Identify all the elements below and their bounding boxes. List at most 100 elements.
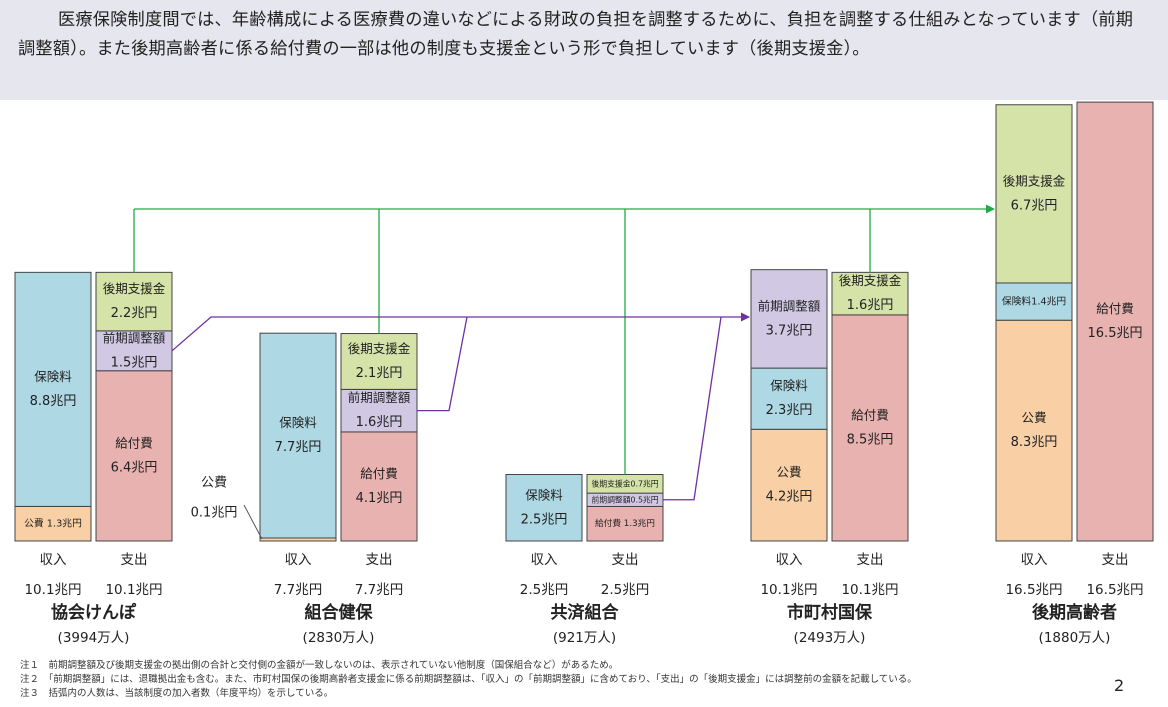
segment-value-label: 4.1兆円 <box>356 491 403 506</box>
income-column-label: 収入 <box>776 552 804 568</box>
bar-segment <box>750 367 828 430</box>
system-name: 市町村国保 <box>787 602 873 623</box>
bar-segment <box>14 271 92 507</box>
bar-segment <box>831 314 909 542</box>
segment-label: 前期調整額 <box>758 298 821 313</box>
segment-value-label: 1.6兆円 <box>356 415 403 430</box>
bar-segment <box>95 370 173 542</box>
member-count: (2830万人) <box>303 630 375 646</box>
income-total: 2.5兆円 <box>520 582 568 598</box>
expense-total: 7.7兆円 <box>355 582 403 598</box>
bar-segment <box>995 319 1073 542</box>
callout-label: 公費 <box>201 476 227 491</box>
member-count: (3994万人) <box>58 630 130 646</box>
flows-layer <box>133 204 995 540</box>
segment-label: 給付費 <box>851 407 889 422</box>
adjustment-flow-branch <box>663 316 722 501</box>
header-description: 医療保険制度間では、年齢構成による医療費の違いなどによる財政の負担を調整するため… <box>18 10 1134 59</box>
adjustment-flow-arrowhead <box>741 312 750 322</box>
bar-segment <box>995 282 1073 321</box>
income-column-label: 収入 <box>285 552 312 568</box>
segment-label: 給付費 1.3兆円 <box>595 517 655 529</box>
income-column-label: 収入 <box>40 552 67 568</box>
segment-label: 保険料 <box>770 378 808 393</box>
support-flow-arrowhead <box>986 204 995 214</box>
segment-value-label: 6.4兆円 <box>111 460 158 475</box>
segment-label: 公費 1.3兆円 <box>24 517 82 530</box>
adjustment-flow-branch <box>417 316 468 412</box>
system-name: 組合健保 <box>305 602 374 623</box>
income-column-label: 収入 <box>531 552 559 568</box>
segment-label: 前期調整額0.5兆円 <box>591 494 658 504</box>
bar-segment <box>340 431 418 542</box>
page-number: 2 <box>1114 676 1125 695</box>
segment-value-label: 2.1兆円 <box>356 366 403 381</box>
member-count: (2493万人) <box>794 630 866 646</box>
segment-value-label: 7.7兆円 <box>275 440 322 455</box>
segment-label: 公費 <box>1021 410 1046 425</box>
callout-value-label: 0.1兆円 <box>191 506 238 521</box>
segment-value-label: 4.2兆円 <box>766 490 813 505</box>
bar-segment <box>586 505 664 542</box>
segment-value-label: 2.3兆円 <box>766 403 813 418</box>
bar-segment <box>95 330 173 372</box>
footnote: 注１ 前期調整額及び後期支援金の拠出側の合計と交付側の金額が一致しないのは、表示… <box>20 660 619 671</box>
segment-label: 給付費 <box>115 435 153 450</box>
bar-segment <box>259 332 337 539</box>
header-band: 医療保険制度間では、年齢構成による医療費の違いなどによる財政の負担を調整するため… <box>0 0 1168 100</box>
income-total: 10.1兆円 <box>24 582 81 598</box>
segment-label: 前期調整額 <box>103 330 166 345</box>
segment-value-label: 8.5兆円 <box>847 432 894 447</box>
bar-segment <box>995 104 1073 284</box>
segment-label: 保険料1.4兆円 <box>1002 295 1066 308</box>
segment-label: 後期支援金 <box>103 281 166 296</box>
expense-total: 10.1兆円 <box>841 582 898 598</box>
segment-value-label: 2.5兆円 <box>521 512 568 527</box>
bar-segment <box>750 428 828 542</box>
segment-value-label: 8.3兆円 <box>1011 435 1058 450</box>
system-name: 後期高齢者 <box>1032 602 1117 623</box>
bar-segment <box>1076 101 1154 542</box>
segment-label: 後期支援金0.7兆円 <box>591 478 658 488</box>
segment-value-label: 1.6兆円 <box>847 298 894 313</box>
segment-label: 後期支援金 <box>348 341 411 356</box>
segment-value-label: 16.5兆円 <box>1088 326 1143 341</box>
income-total: 16.5兆円 <box>1005 582 1062 598</box>
labels-layer: 公費 1.3兆円保険料8.8兆円給付費6.4兆円前期調整額1.5兆円後期支援金2… <box>24 173 1143 646</box>
bar-segment <box>831 271 909 316</box>
income-total: 10.1兆円 <box>760 582 817 598</box>
segment-label: 後期支援金 <box>1003 173 1066 188</box>
segment-label: 前期調整額 <box>348 390 411 405</box>
footnote: 注３ 括弧内の人数は、当該制度の加入者数（年度平均）を示している。 <box>20 688 334 699</box>
segment-value-label: 2.2兆円 <box>111 306 158 321</box>
footnote: 注２ 「前期調整額」には、退職拠出金も含む。また、市町村国保の後期高齢者支援金に… <box>20 674 917 685</box>
segment-label: 保険料 <box>279 415 317 430</box>
financial-adjustment-chart: 公費 1.3兆円保険料8.8兆円給付費6.4兆円前期調整額1.5兆円後期支援金2… <box>14 101 1154 646</box>
segment-value-label: 8.8兆円 <box>30 394 77 409</box>
expense-column-label: 支出 <box>366 552 393 568</box>
bars-layer <box>14 101 1154 542</box>
segment-label: 公費 <box>776 465 801 480</box>
expense-total: 10.1兆円 <box>105 582 162 598</box>
footnotes: 注１ 前期調整額及び後期支援金の拠出側の合計と交付側の金額が一致しないのは、表示… <box>20 659 917 701</box>
expense-column-label: 支出 <box>121 552 148 568</box>
segment-value-label: 3.7兆円 <box>766 323 813 338</box>
income-total: 7.7兆円 <box>274 582 322 598</box>
bar-segment <box>14 505 92 542</box>
segment-label: 給付費 <box>1096 301 1134 316</box>
bar-segment <box>505 474 583 542</box>
segment-label: 給付費 <box>360 466 398 481</box>
bar-segment <box>750 269 828 369</box>
expense-column-label: 支出 <box>612 552 639 568</box>
segment-value-label: 6.7兆円 <box>1011 198 1058 213</box>
system-name: 共済組合 <box>551 602 620 623</box>
expense-column-label: 支出 <box>857 552 884 568</box>
segment-value-label: 1.5兆円 <box>111 355 158 370</box>
expense-total: 2.5兆円 <box>601 582 649 598</box>
segment-label: 後期支援金 <box>839 273 902 288</box>
adjustment-flow-trunk <box>171 316 749 352</box>
segment-label: 保険料 <box>525 487 563 502</box>
segment-label: 保険料 <box>34 369 72 384</box>
expense-column-label: 支出 <box>1102 552 1129 568</box>
system-name: 協会けんぽ <box>51 602 137 623</box>
